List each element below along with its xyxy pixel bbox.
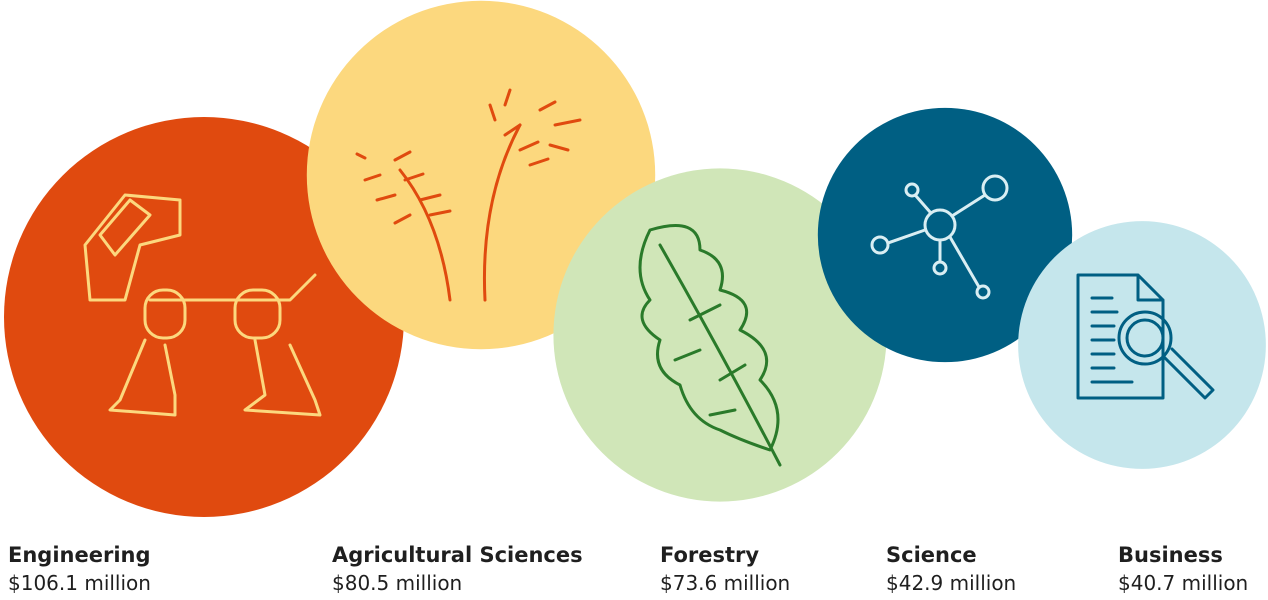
bubbles [4, 0, 1266, 517]
wheat-icon [355, 88, 582, 302]
value-label: $42.9 million [886, 571, 1016, 595]
value-label: $106.1 million [8, 571, 151, 595]
bubble [1018, 221, 1266, 469]
leaf-icon [638, 224, 782, 467]
category-label: Business [1118, 543, 1223, 567]
bubble [553, 168, 887, 502]
labels: Engineering $106.1 million Agricultural Sc… [8, 543, 1248, 595]
icons [83, 88, 1215, 467]
robot-dog-icon [83, 193, 322, 417]
value-label: $40.7 million [1118, 571, 1248, 595]
value-label: $80.5 million [332, 571, 462, 595]
bubble [817, 107, 1073, 363]
bubble [306, 0, 656, 350]
category-label: Forestry [660, 543, 759, 567]
bubble [4, 117, 404, 517]
document-search-icon [1076, 273, 1215, 400]
value-label: $73.6 million [660, 571, 790, 595]
category-label: Science [886, 543, 977, 567]
category-label: Engineering [8, 543, 151, 567]
molecule-icon [870, 174, 1009, 300]
category-label: Agricultural Sciences [332, 543, 583, 567]
